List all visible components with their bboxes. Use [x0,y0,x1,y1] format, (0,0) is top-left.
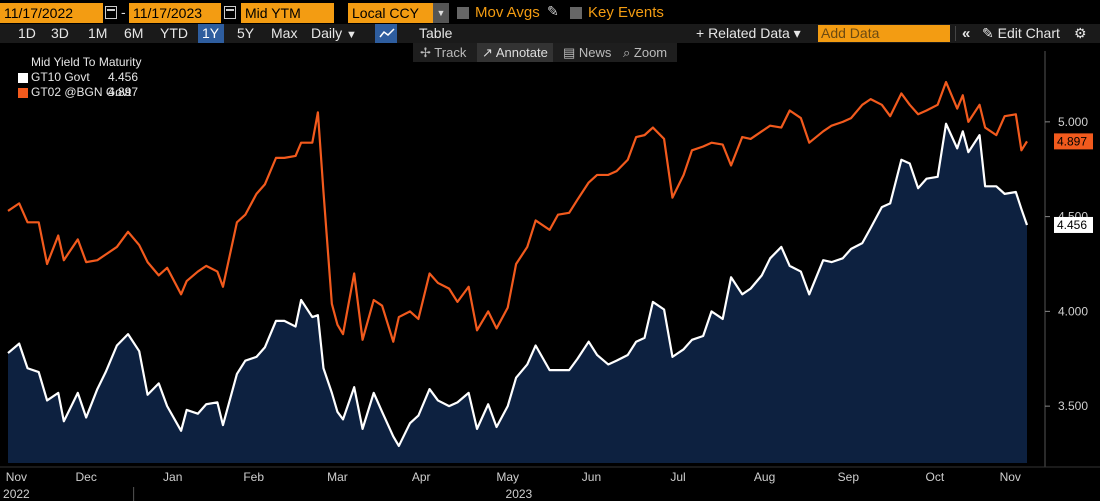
news-icon: ▤ [563,45,576,60]
zoom-icon: ⌕ [623,45,631,60]
gt10-line [7,122,1029,448]
y-tick-label: 3.500 [1058,399,1088,413]
annotate-label: Annotate [495,45,548,60]
collapse-icon[interactable]: « [962,25,971,42]
period-3d[interactable]: 3D [51,25,69,41]
legend-title: Mid Yield To Maturity [31,55,142,69]
legend-swatch-orange [18,88,28,98]
x-tick-label: Feb [243,470,264,484]
crosshair-icon: ✢ [420,45,431,60]
divider [955,26,956,41]
zoom-tool[interactable]: ⌕ Zoom [618,43,672,62]
period-ytd[interactable]: YTD [160,25,188,41]
gt10-last-value-badge-bg [1054,216,1093,233]
zoom-label: Zoom [633,45,668,60]
legend-value: 4.456 [108,70,139,84]
gt10-area [8,123,1027,463]
period-1d[interactable]: 1D [18,25,36,41]
legend-name: GT10 Govt [31,70,90,84]
period-1m[interactable]: 1M [88,25,108,41]
gt02-last-value-badge-bg [1054,133,1093,150]
x-tick-label: Jul [670,470,685,484]
gear-icon[interactable]: ⚙ [1074,25,1087,41]
y-tick-label: 4.000 [1058,304,1088,318]
pencil-icon: ✎ [982,25,994,41]
x-tick-label: Mar [327,470,348,484]
x-tick-label: Dec [75,470,96,484]
period-6m[interactable]: 6M [124,25,144,41]
table-button[interactable]: Table [419,25,453,41]
track-tool[interactable]: ✢ Track [415,43,471,62]
end-date-field[interactable]: 11/17/2023 [129,3,221,23]
news-tool[interactable]: ▤ News [558,43,616,62]
legend-item-gt10[interactable]: GT10 Govt 4.456 [10,70,142,85]
x-tick-label: Apr [412,470,431,484]
track-label: Track [434,45,467,60]
frequency-selector[interactable]: Daily ▼ [307,24,361,43]
mov-avgs-label[interactable]: Mov Avgs [475,4,540,21]
legend-item-gt02[interactable]: GT02 @BGN Govt 4.897 [10,85,142,100]
gt02-line [7,80,1028,343]
mov-avgs-edit-icon[interactable]: ✎ [547,3,559,19]
start-calendar-icon[interactable] [105,6,117,19]
end-calendar-icon[interactable] [224,6,236,19]
chart-tools: ✢ Track ↗ Annotate ▤ News ⌕ Zoom [413,43,677,62]
mov-avgs-checkbox[interactable] [457,7,469,19]
x-tick-label: Aug [754,470,775,484]
field-selector[interactable]: Mid YTM [241,3,334,23]
key-events-checkbox[interactable] [570,7,582,19]
edit-chart-button[interactable]: ✎ Edit Chart [978,24,1064,43]
gt02-last-value-badge: 4.897 [1057,134,1087,148]
legend-name: GT02 @BGN Govt [31,85,132,99]
frequency-label: Daily [311,25,343,41]
x-year-label: 2023 [506,487,533,501]
currency-selector[interactable]: Local CCY [348,3,433,23]
currency-dropdown-icon[interactable]: ▼ [433,3,449,23]
start-date-field[interactable]: 11/17/2022 [0,3,103,23]
legend-swatch-white [18,73,28,83]
x-tick-label: Jun [582,470,601,484]
x-tick-label: Nov [6,470,27,484]
news-label: News [578,45,612,60]
x-year-label: 2022 [3,487,30,501]
annotate-tool[interactable]: ↗ Annotate [477,43,553,62]
chart-legend: Mid Yield To Maturity GT10 Govt 4.456 GT… [10,55,142,100]
annotate-icon: ↗ [482,45,493,60]
x-tick-label: Nov [1000,470,1021,484]
x-tick-label: Sep [838,470,860,484]
period-5y[interactable]: 5Y [237,25,255,41]
chevron-down-icon: ▼ [346,29,357,41]
key-events-label[interactable]: Key Events [588,4,664,21]
edit-chart-label: Edit Chart [997,25,1060,41]
line-chart-icon[interactable] [375,24,397,43]
y-tick-label: 5.000 [1058,115,1088,129]
related-data-button[interactable]: + Related Data ▾ [696,25,801,41]
gt10-last-value-badge: 4.456 [1057,218,1087,232]
period-1y[interactable]: 1Y [198,24,224,43]
period-max[interactable]: Max [271,25,298,41]
toolbar-row-2: 1D 3D 1M 6M YTD 1Y 5Y Max Daily ▼ Table … [0,24,1100,43]
x-tick-label: Oct [926,470,945,484]
date-separator: - [121,4,126,20]
x-tick-label: May [496,470,519,484]
add-data-input[interactable]: Add Data [818,25,950,42]
legend-value: 4.897 [108,85,139,99]
x-tick-label: Jan [163,470,182,484]
toolbar-row-1: 11/17/2022 - 11/17/2023 Mid YTM Local CC… [0,3,1100,23]
